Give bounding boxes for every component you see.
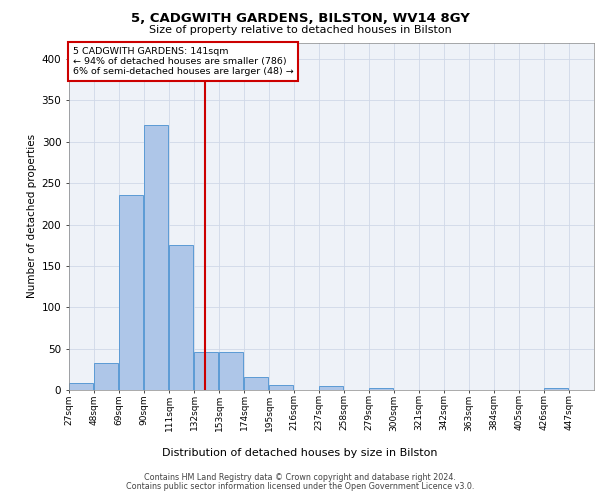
Text: Size of property relative to detached houses in Bilston: Size of property relative to detached ho… [149, 25, 451, 35]
Text: Contains HM Land Registry data © Crown copyright and database right 2024.: Contains HM Land Registry data © Crown c… [144, 474, 456, 482]
Bar [219, 352, 244, 390]
Text: Distribution of detached houses by size in Bilston: Distribution of detached houses by size … [162, 448, 438, 458]
Text: Contains public sector information licensed under the Open Government Licence v3: Contains public sector information licen… [126, 482, 474, 491]
Y-axis label: Number of detached properties: Number of detached properties [28, 134, 37, 298]
Bar [369, 388, 394, 390]
Bar [69, 384, 94, 390]
Bar [94, 362, 118, 390]
Bar [244, 377, 268, 390]
Bar [194, 352, 218, 390]
Bar [144, 125, 169, 390]
Bar [269, 385, 293, 390]
Bar [169, 245, 193, 390]
Bar [319, 386, 343, 390]
Text: 5 CADGWITH GARDENS: 141sqm
← 94% of detached houses are smaller (786)
6% of semi: 5 CADGWITH GARDENS: 141sqm ← 94% of deta… [73, 46, 293, 76]
Bar [544, 388, 568, 390]
Bar [119, 194, 143, 390]
Text: 5, CADGWITH GARDENS, BILSTON, WV14 8GY: 5, CADGWITH GARDENS, BILSTON, WV14 8GY [131, 12, 469, 26]
